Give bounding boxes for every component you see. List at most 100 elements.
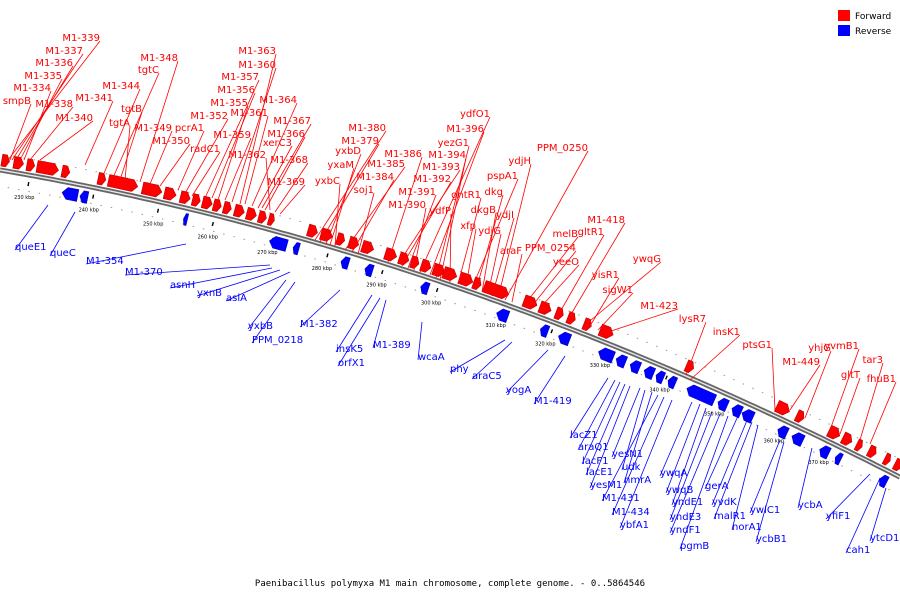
gene-label: ydfO1 — [460, 109, 490, 120]
label-leader — [397, 169, 461, 265]
label-leader — [84, 100, 114, 166]
label-leader — [524, 236, 579, 305]
gene-label: M1-338 — [35, 99, 73, 110]
label-leader — [19, 78, 63, 161]
reverse-gene-arrow — [717, 397, 730, 412]
label-leader — [665, 403, 701, 494]
gene-label: pspA1 — [487, 171, 518, 182]
gene-label: M1-336 — [35, 58, 73, 69]
forward-gene-arrow — [581, 317, 592, 331]
label-leader — [419, 116, 491, 273]
gene-label: yndE1 — [672, 497, 703, 508]
forward-gene-arrow — [0, 153, 10, 168]
gene-label: ywqB — [666, 485, 693, 496]
label-leader — [597, 292, 634, 331]
gene-label: M1-370 — [125, 267, 163, 278]
label-leader — [771, 347, 776, 411]
label-leader — [407, 194, 437, 269]
label-leader — [804, 350, 832, 419]
label-leader — [344, 166, 406, 251]
forward-gene-arrow — [597, 323, 614, 339]
gene-label: orfX1 — [338, 358, 365, 369]
kbp-tick-label: 230 kbp — [14, 195, 34, 201]
label-leader — [511, 253, 523, 303]
gene-label: yxbD — [335, 146, 361, 157]
gene-label: pcrA1 — [175, 123, 204, 134]
label-leader — [449, 339, 506, 373]
label-leader — [14, 204, 49, 251]
gene-label: M1-341 — [75, 93, 113, 104]
gene-label: smpB — [3, 96, 31, 107]
backbone-highlight — [0, 169, 900, 478]
gene-label: M1-334 — [13, 83, 51, 94]
gene-label: yesM1 — [590, 480, 622, 491]
gene-label: yogA — [506, 385, 531, 396]
gene-label: cah1 — [846, 545, 870, 556]
label-leader — [211, 92, 256, 199]
reverse-gene-arrow — [834, 452, 844, 466]
gene-label: M1-396 — [446, 124, 484, 135]
label-leader — [251, 102, 298, 207]
gene-label: yisR1 — [592, 270, 619, 281]
label-leader — [539, 264, 580, 309]
gene-label: araC5 — [472, 371, 502, 382]
gene-label: dkgB — [471, 205, 496, 216]
gene-label: tar3 — [862, 355, 883, 366]
reverse-gene-arrow — [598, 347, 616, 364]
label-leader — [191, 151, 221, 197]
gene-label: yvmB1 — [824, 341, 859, 352]
legend-reverse-swatch — [838, 25, 850, 36]
gene-label: melB — [552, 229, 578, 240]
gene-label: M1-355 — [210, 98, 248, 109]
gene-label: M1-431 — [602, 493, 640, 504]
forward-gene-arrow — [12, 156, 24, 170]
forward-gene-arrow — [211, 198, 222, 212]
gene-label: M1-348 — [140, 53, 178, 64]
label-leader — [85, 243, 187, 265]
label-leader — [504, 150, 589, 301]
gene-label: wcaA — [418, 352, 445, 363]
gene-label: insK1 — [713, 327, 740, 338]
label-leader — [577, 379, 616, 451]
kbp-tick-label: 250 kbp — [143, 221, 163, 227]
label-leader — [225, 271, 291, 302]
gene-label: M1-363 — [238, 46, 276, 57]
forward-gene-arrow — [25, 158, 36, 172]
label-leader — [471, 178, 519, 289]
kbp-tick-label: 330 kbp — [590, 363, 610, 369]
forward-gene-arrow — [360, 239, 375, 255]
forward-gene-arrow — [106, 174, 139, 192]
label-leader — [49, 211, 76, 257]
gene-label: M1-349 — [134, 123, 172, 134]
forward-gene-arrow — [60, 164, 71, 179]
label-leader — [274, 162, 309, 213]
label-leader — [584, 261, 662, 326]
label-leader — [183, 118, 229, 196]
label-leader — [239, 53, 277, 205]
forward-gene-arrow — [232, 203, 245, 218]
gene-label: ydjH — [508, 156, 531, 167]
forward-gene-arrow — [471, 276, 482, 291]
kbp-tick-label: 350 kbp — [704, 411, 724, 417]
kbp-tick-label: 270 kbp — [257, 250, 277, 256]
gene-label: M1-366 — [267, 129, 305, 140]
reverse-gene-arrow — [496, 308, 511, 324]
gene-label: araF — [500, 246, 522, 257]
gene-label: gltR1 — [578, 227, 604, 238]
label-leader — [401, 181, 452, 267]
gene-label: tgtA — [109, 118, 130, 129]
reverse-gene-arrow — [183, 213, 190, 226]
kbp-tick-label: 310 kbp — [486, 323, 506, 329]
gene-label: M1-367 — [273, 116, 311, 127]
gene-label: yxnB — [197, 288, 222, 299]
kbp-tick-mark — [326, 253, 329, 258]
gene-label: gntR1 — [451, 190, 481, 201]
forward-gene-arrow — [35, 160, 59, 176]
label-leader — [7, 40, 101, 161]
gene-label: yfiF1 — [826, 511, 850, 522]
kbp-tick-mark — [92, 194, 95, 199]
reverse-gene-arrow — [879, 474, 890, 489]
kbp-tick-mark — [550, 329, 554, 334]
reverse-gene-arrow — [615, 354, 629, 369]
label-leader — [335, 294, 373, 353]
